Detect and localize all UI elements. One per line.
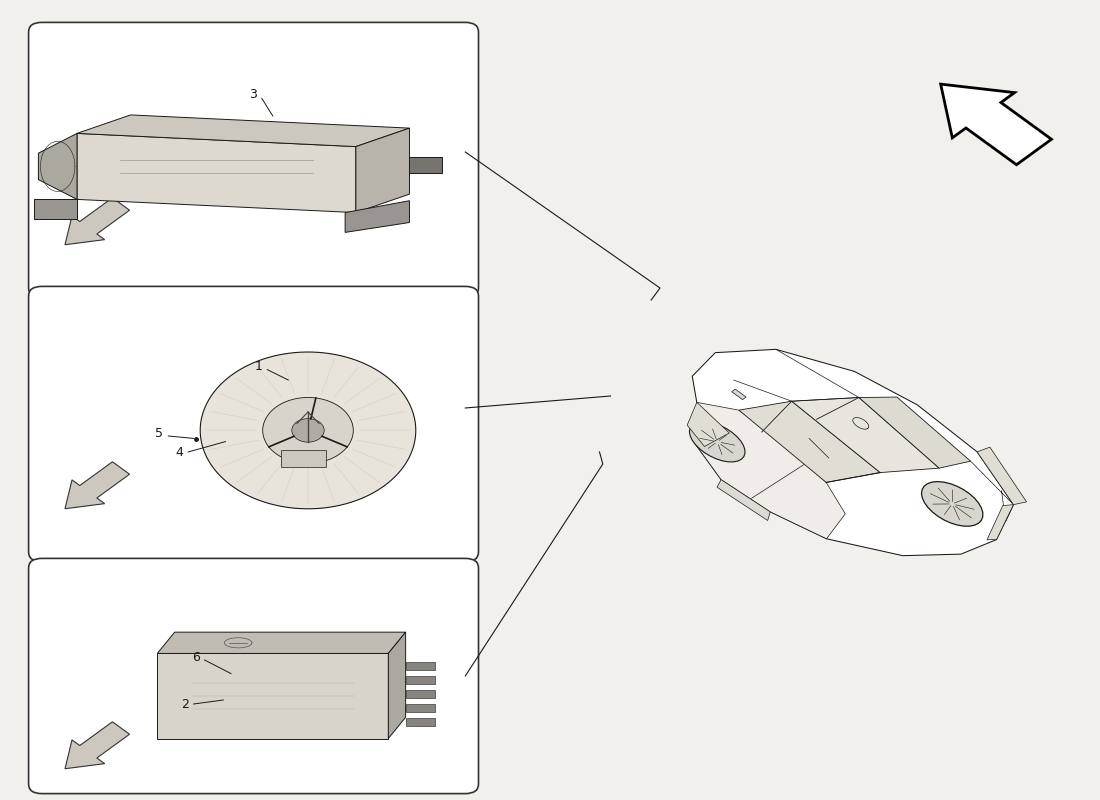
Polygon shape — [280, 450, 326, 466]
Polygon shape — [77, 115, 409, 146]
Polygon shape — [65, 462, 130, 509]
Polygon shape — [409, 157, 441, 173]
Text: 1: 1 — [254, 360, 263, 373]
Polygon shape — [406, 662, 434, 670]
Polygon shape — [977, 447, 1026, 505]
Text: 6: 6 — [191, 651, 200, 664]
Polygon shape — [39, 134, 77, 199]
Polygon shape — [987, 505, 1013, 540]
Polygon shape — [292, 418, 324, 442]
Polygon shape — [34, 199, 77, 219]
Polygon shape — [739, 401, 880, 482]
Polygon shape — [717, 480, 770, 521]
Polygon shape — [345, 201, 409, 232]
Polygon shape — [406, 676, 434, 684]
Polygon shape — [692, 350, 1013, 556]
Polygon shape — [65, 198, 130, 245]
Polygon shape — [65, 722, 130, 769]
Polygon shape — [406, 718, 434, 726]
Polygon shape — [157, 632, 406, 654]
Polygon shape — [263, 398, 353, 463]
FancyBboxPatch shape — [29, 286, 478, 562]
Polygon shape — [77, 134, 356, 213]
FancyBboxPatch shape — [29, 22, 478, 298]
Polygon shape — [859, 397, 970, 468]
FancyBboxPatch shape — [29, 558, 478, 794]
Polygon shape — [732, 389, 746, 400]
Polygon shape — [688, 402, 729, 446]
Text: 5: 5 — [155, 427, 164, 440]
Text: 4: 4 — [175, 446, 184, 458]
Text: 2: 2 — [180, 698, 189, 710]
Polygon shape — [922, 482, 982, 526]
Polygon shape — [694, 402, 845, 538]
Polygon shape — [200, 352, 416, 509]
Polygon shape — [157, 654, 388, 738]
Polygon shape — [388, 632, 406, 738]
Text: 3: 3 — [249, 88, 257, 101]
Polygon shape — [940, 84, 1052, 165]
Polygon shape — [690, 422, 745, 462]
Polygon shape — [792, 398, 939, 473]
Polygon shape — [406, 704, 434, 712]
Polygon shape — [356, 128, 409, 213]
Polygon shape — [406, 690, 434, 698]
